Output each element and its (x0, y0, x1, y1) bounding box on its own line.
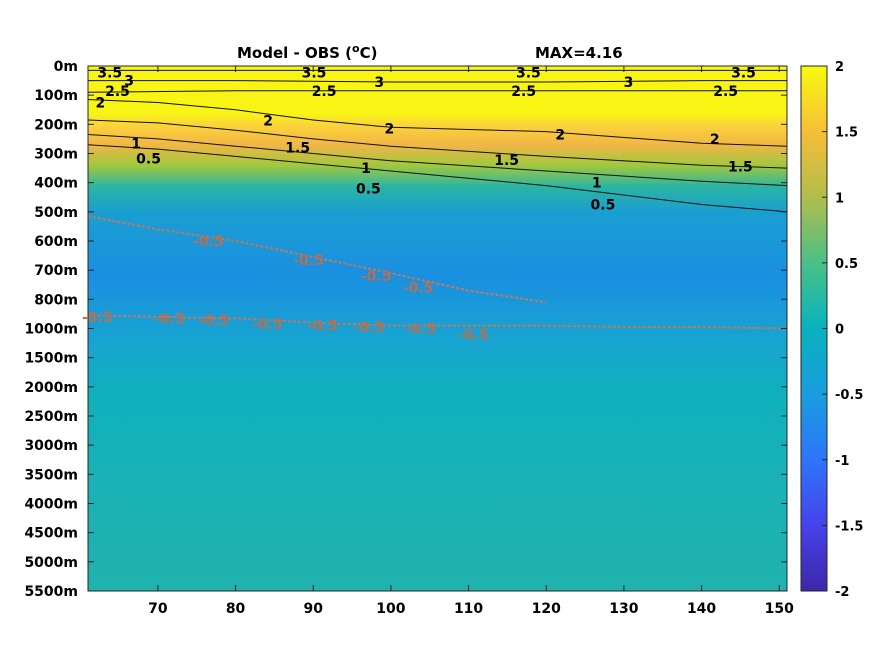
colorbar-tick-label: 2 (835, 60, 844, 75)
contour-line (88, 144, 787, 213)
contour-label: 1.5 (728, 160, 753, 176)
contour-line (88, 80, 787, 83)
x-tick-label: 100 (376, 601, 405, 617)
negative-contour-line (88, 314, 787, 330)
contour-label: 2.5 (511, 84, 536, 100)
colorbar-tick-label: -2 (835, 585, 849, 600)
contour-label: 1 (361, 161, 371, 177)
contour-label: 2.5 (312, 84, 337, 100)
contour-label: 3.5 (516, 65, 541, 81)
y-tick-label: 4500m (24, 526, 78, 542)
x-tick-label: 150 (765, 601, 794, 617)
y-tick-label: 3000m (24, 438, 78, 454)
y-tick-label: 3500m (24, 467, 78, 483)
heatmap-field (88, 66, 787, 591)
negative-contour-label: -0.5 (199, 313, 230, 329)
negative-contour-label: -0.5 (354, 320, 385, 336)
y-tick-label: 1500m (24, 351, 78, 367)
y-tick-label: 500m (34, 205, 78, 221)
title-superscript: o (352, 42, 360, 55)
negative-contour-label: -0.5 (154, 311, 185, 327)
negative-contour-label: -0.5 (293, 253, 324, 269)
negative-contour-label: -0.5 (193, 234, 224, 250)
contour-label: 3.5 (97, 65, 122, 81)
colorbar-tick-label: 0.5 (835, 257, 858, 272)
contour-label: 2 (96, 95, 106, 111)
contour-label: 2 (384, 122, 394, 138)
max-label: MAX=4.16 (535, 44, 623, 62)
negative-contour-label: -0.5 (307, 319, 338, 335)
x-axis: 70 80 90 100 110 120 130 140 150 (148, 66, 794, 617)
contour-label: 3 (624, 75, 634, 91)
y-axis: 0m 100m 200m 300m 400m 500m 600m 700m 800m 1000m 1… (24, 59, 787, 600)
colorbar-tick-label: 0 (835, 323, 844, 338)
contour-label: 0.5 (136, 151, 161, 167)
colorbar-tick-label: -0.5 (835, 388, 863, 403)
colorbar-ticks: 2 1.5 1 0.5 0 -0.5 -1 -1.5 -2 (822, 60, 863, 600)
negative-contour-line (88, 215, 547, 304)
colorbar-tick-label: -1.5 (835, 519, 863, 534)
negative-contour-label: -0.5 (403, 281, 434, 297)
colorbar: 2 1.5 1 0.5 0 -0.5 -1 -1.5 -2 (800, 60, 863, 600)
contour-label: 3.5 (731, 65, 756, 81)
y-tick-label: 800m (34, 292, 78, 308)
contour-label: 2.5 (713, 84, 738, 100)
y-tick-label: 5000m (24, 555, 78, 571)
contour-label: 3.5 (302, 65, 327, 81)
contour-label: 1.5 (285, 141, 310, 157)
x-tick-label: 140 (687, 601, 716, 617)
negative-contour-label: -0.5 (405, 322, 436, 338)
contour-label: 1 (592, 176, 602, 192)
title-unit: C) (360, 44, 378, 62)
negative-contour-label: -0.5 (82, 310, 113, 326)
y-tick-label: 400m (34, 176, 78, 192)
negative-contour-label: -0.5 (458, 327, 489, 343)
contour-label: 3 (124, 74, 134, 90)
contour-label: 2.5 (105, 84, 130, 100)
contour-label: 1 (131, 136, 141, 152)
chart-title: Model - OBS (oC) (237, 42, 377, 62)
negative-contour-label: -0.5 (361, 269, 392, 285)
x-tick-label: 80 (226, 601, 246, 617)
contour-label: 2 (710, 132, 720, 148)
contour-label: 0.5 (356, 182, 381, 198)
colorbar-tick-label: 1 (835, 191, 844, 206)
contour-label: 3 (374, 75, 384, 91)
contour-line (88, 119, 787, 169)
contour-label: 2 (555, 128, 565, 144)
x-tick-label: 110 (454, 601, 483, 617)
y-tick-label: 700m (34, 263, 78, 279)
y-tick-label: 0m (54, 59, 78, 75)
negative-contour-label: -0.5 (252, 317, 283, 333)
contour-line (88, 90, 787, 93)
contour-label: 2 (263, 114, 273, 130)
colorbar-tick-label: -1 (835, 454, 849, 469)
x-tick-label: 70 (148, 601, 168, 617)
y-tick-label: 2000m (24, 380, 78, 396)
y-tick-label: 600m (34, 234, 78, 250)
contour-line (88, 134, 787, 187)
x-tick-label: 130 (609, 601, 638, 617)
contour-lines (88, 69, 787, 330)
title-main: Model - OBS ( (237, 44, 352, 62)
y-tick-label: 1000m (24, 322, 78, 338)
y-tick-label: 100m (34, 88, 78, 104)
x-tick-label: 120 (532, 601, 561, 617)
x-tick-label: 90 (303, 601, 323, 617)
y-tick-label: 300m (34, 147, 78, 163)
y-tick-label: 5500m (24, 584, 78, 600)
y-tick-label: 4000m (24, 497, 78, 513)
contour-line (88, 99, 787, 147)
contour-label: 0.5 (591, 198, 616, 214)
y-tick-label: 2500m (24, 409, 78, 425)
y-tick-label: 200m (34, 117, 78, 133)
contour-label: 1.5 (494, 153, 519, 169)
colorbar-tick-label: 1.5 (835, 126, 858, 141)
